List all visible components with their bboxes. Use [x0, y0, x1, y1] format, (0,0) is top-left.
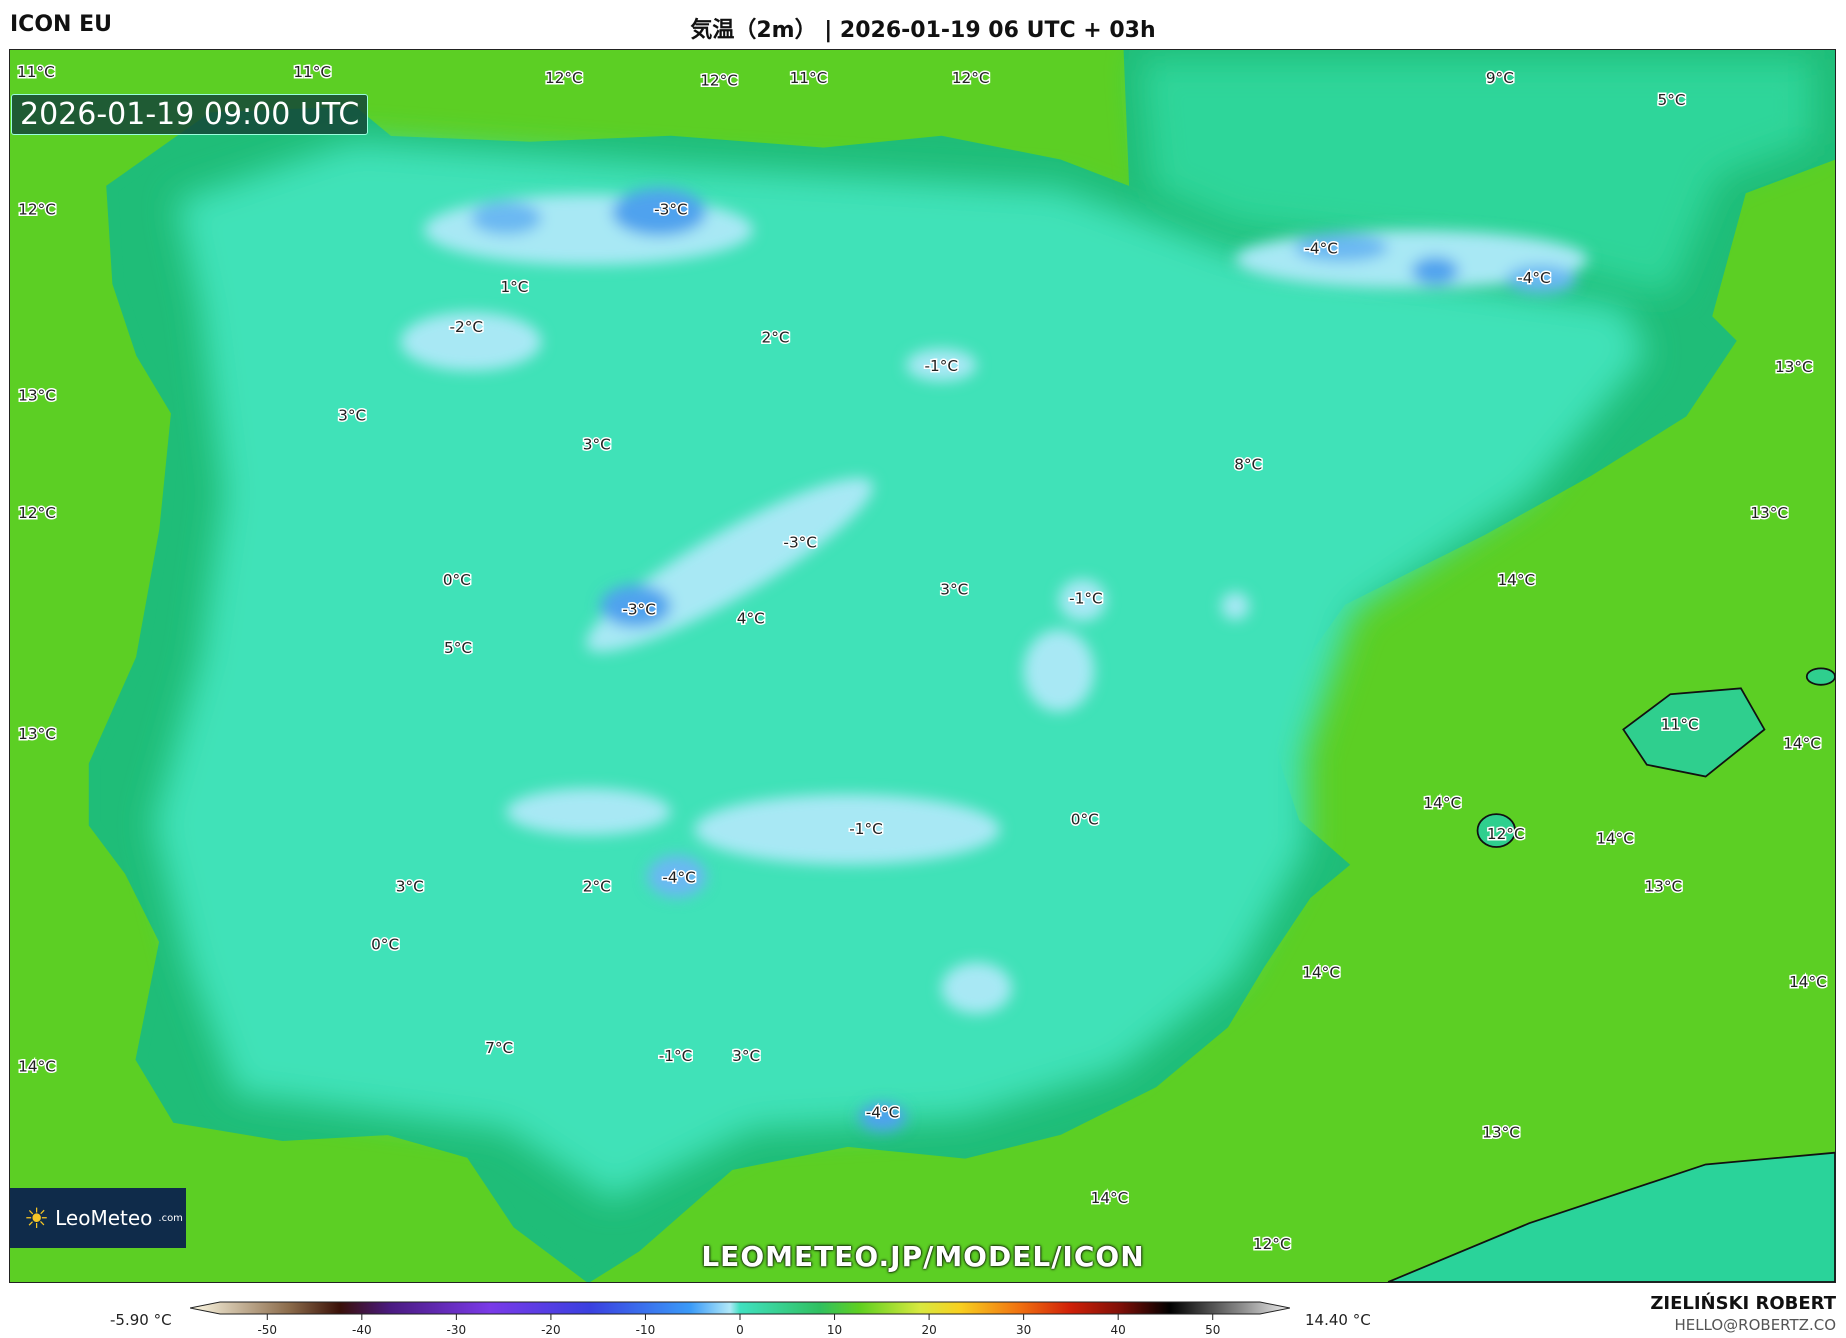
temperature-label: 8°C — [1234, 456, 1262, 474]
temperature-label: 13°C — [1482, 1123, 1520, 1141]
temperature-label: 4°C — [737, 610, 765, 628]
temperature-label: 0°C — [1071, 811, 1099, 829]
temperature-labels: 11°C 11°C 12°C 12°C 11°C 12°C 9°C 5°C 12°C -3°C -4… — [16, 62, 1829, 1255]
temperature-label: 13°C — [1750, 504, 1788, 522]
temperature-label: 12°C — [700, 71, 738, 89]
temperature-label: -2°C — [449, 318, 483, 336]
colorbar-tick-label: 0 — [736, 1323, 744, 1337]
max-value: 14.40 °C — [1305, 1311, 1371, 1329]
leometeo-logo[interactable]: ☀ LeoMeteo .com — [10, 1188, 186, 1248]
temperature-label: 0°C — [443, 571, 471, 589]
temperature-label: 3°C — [732, 1047, 760, 1065]
temperature-label: -3°C — [622, 600, 656, 618]
temperature-label: 5°C — [1658, 91, 1686, 109]
temperature-label: -4°C — [662, 868, 696, 886]
temperature-label: 14°C — [1302, 964, 1340, 982]
temperature-label: 3°C — [940, 580, 968, 598]
logo-suffix: .com — [158, 1212, 183, 1224]
temperature-map[interactable]: 11°C 11°C 12°C 12°C 11°C 12°C 9°C 5°C 12°C -3°C -4… — [9, 49, 1836, 1283]
temperature-label: 7°C — [485, 1039, 513, 1057]
colorbar-tick-label: -20 — [541, 1323, 561, 1337]
colorbar-tick-label: 40 — [1111, 1323, 1126, 1337]
temperature-label: 5°C — [444, 639, 472, 657]
temperature-label: -4°C — [866, 1103, 900, 1121]
valid-time: 2026-01-19 09:00 UTC — [11, 94, 369, 135]
colorbar-gradient — [190, 1301, 1290, 1315]
temperature-label: 13°C — [1775, 358, 1813, 376]
temperature-label: -3°C — [783, 533, 817, 551]
colorbar-tick-label: 30 — [1016, 1323, 1031, 1337]
model-name: ICON EU — [10, 12, 112, 37]
watermark-url: LEOMETEO.JP/MODEL/ICON — [701, 1240, 1145, 1273]
temperature-label: 2°C — [762, 329, 790, 347]
temperature-label: 13°C — [18, 386, 56, 404]
sun-icon: ☀ — [24, 1201, 50, 1235]
temperature-label: 12°C — [1487, 825, 1525, 843]
temperature-label: 2°C — [583, 878, 611, 896]
min-value: -5.90 °C — [110, 1311, 172, 1329]
temperature-label: 3°C — [583, 436, 611, 454]
temperature-label: 14°C — [1091, 1189, 1129, 1207]
chart-title: 気温（2m） | 2026-01-19 06 UTC + 03h — [690, 18, 1156, 43]
colorbar-tick-label: 20 — [921, 1323, 936, 1337]
colorbar-tick-label: 10 — [827, 1323, 842, 1337]
temperature-label: 9°C — [1486, 69, 1514, 87]
temperature-label: 14°C — [1423, 794, 1461, 812]
temperature-label: 3°C — [396, 878, 424, 896]
colorbar-tick-label: -50 — [257, 1323, 277, 1337]
colorbar-tick-label: -30 — [447, 1323, 467, 1337]
temperature-label: -4°C — [1304, 239, 1338, 257]
temperature-label: -1°C — [849, 820, 883, 838]
temperature-label: 14°C — [1789, 973, 1827, 991]
temperature-label: -1°C — [659, 1047, 693, 1065]
temperature-label: 13°C — [1644, 878, 1682, 896]
temperature-label: 12°C — [18, 201, 56, 219]
colorbar-tick-label: -10 — [636, 1323, 656, 1337]
temperature-label: -1°C — [925, 357, 959, 375]
temperature-label: 11°C — [293, 63, 331, 81]
temperature-label: 13°C — [18, 725, 56, 743]
colorbar-tick-label: -40 — [352, 1323, 372, 1337]
temperature-label: 12°C — [952, 69, 990, 87]
logo-text: LeoMeteo — [55, 1206, 153, 1230]
cold-areas — [400, 188, 1589, 1132]
temperature-label: 3°C — [338, 406, 366, 424]
temperature-label: 14°C — [18, 1058, 56, 1076]
temperature-label: 12°C — [545, 69, 583, 87]
author-name: ZIELIŃSKI ROBERT — [1650, 1293, 1836, 1314]
author-email: HELLO@ROBERTZ.CO — [1674, 1316, 1836, 1334]
colorbar: -50 -40 -30 -20 -10 0 10 20 30 40 50 — [190, 1301, 1290, 1337]
temperature-label: 11°C — [790, 69, 828, 87]
temperature-label: 11°C — [1661, 715, 1699, 733]
temperature-label: 0°C — [371, 935, 399, 953]
temperature-label: -1°C — [1069, 590, 1103, 608]
colorbar-tick-label: 50 — [1205, 1323, 1220, 1337]
temperature-label: -3°C — [654, 201, 688, 219]
temperature-label: 1°C — [500, 278, 528, 296]
temperature-label: -4°C — [1517, 269, 1551, 287]
temperature-label: 14°C — [1497, 571, 1535, 589]
temperature-label: 12°C — [1253, 1235, 1291, 1253]
temperature-label: 14°C — [1596, 830, 1634, 848]
temperature-label: 11°C — [17, 63, 55, 81]
temperature-label: 12°C — [18, 504, 56, 522]
temperature-label: 14°C — [1783, 734, 1821, 752]
